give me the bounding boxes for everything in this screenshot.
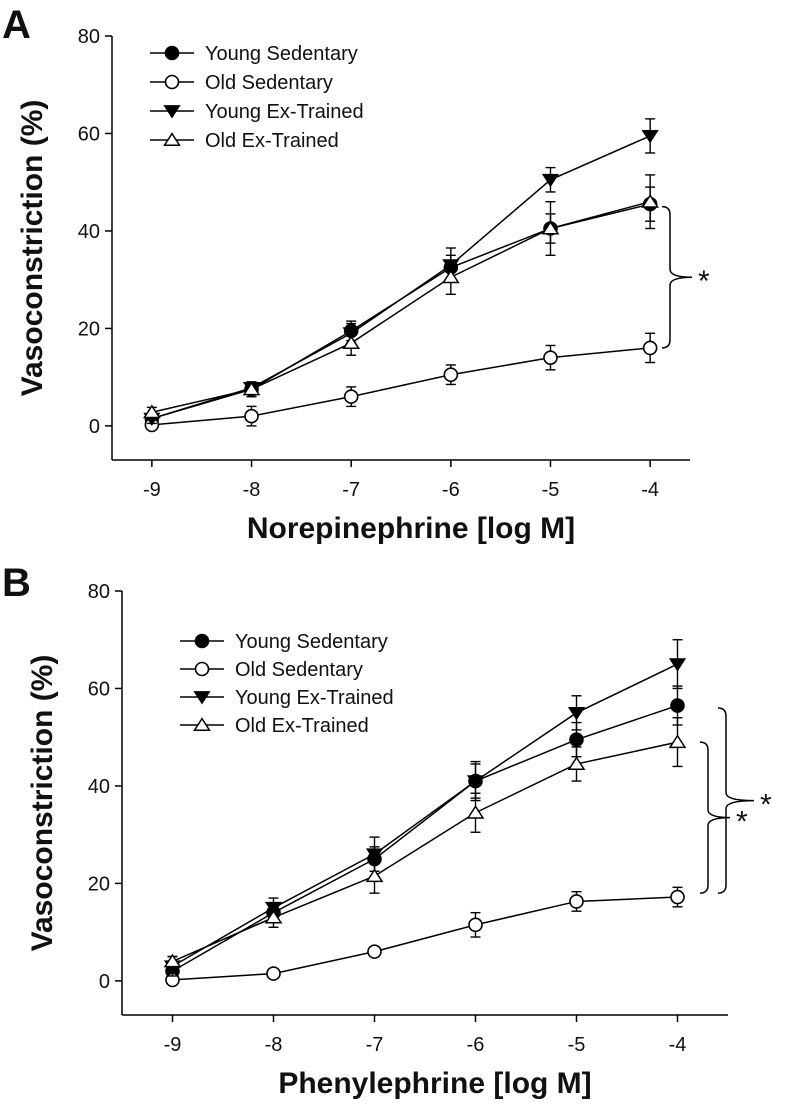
y-tick-label: 60 <box>88 678 110 700</box>
y-tick-label: 80 <box>78 26 100 48</box>
data-point <box>567 756 586 771</box>
y-tick-label: 0 <box>89 416 100 438</box>
legend-label: Young Sedentary <box>205 43 358 65</box>
y-tick-label: 0 <box>99 971 110 993</box>
series-line <box>172 741 678 963</box>
y-axis-title: Vasoconstriction (%) <box>26 655 59 952</box>
legend-label: Old Sedentary <box>205 72 333 94</box>
legend-label: Young Ex-Trained <box>235 687 394 709</box>
data-point <box>641 193 660 208</box>
series-line <box>151 347 651 426</box>
y-tick-label: 20 <box>78 318 100 340</box>
x-tick-label: -9 <box>164 1034 182 1056</box>
data-point <box>365 868 384 883</box>
data-point <box>266 966 281 981</box>
data-point <box>242 381 261 396</box>
legend-marker <box>164 74 180 90</box>
legend-marker <box>194 633 210 649</box>
data-point <box>441 269 460 284</box>
legend-label: Old Ex-Trained <box>235 715 369 737</box>
panel-label: A <box>2 3 31 47</box>
series-young-ex-trained <box>143 118 659 427</box>
data-point <box>343 389 359 404</box>
x-tick-label: -4 <box>641 479 659 501</box>
legend: Young Sedentary Old Sedentary Young Ex-Tra… <box>150 43 364 152</box>
legend-label: Old Ex-Trained <box>205 130 339 152</box>
data-point <box>641 130 659 144</box>
data-point <box>342 335 361 350</box>
data-point <box>468 917 483 933</box>
data-point <box>244 408 259 424</box>
x-tick-label: -4 <box>669 1034 687 1056</box>
data-point <box>670 889 685 905</box>
x-tick-label: -5 <box>568 1034 586 1056</box>
series-old-sedentary <box>165 886 685 988</box>
y-tick-label: 20 <box>88 873 110 895</box>
legend-label: Young Ex-Trained <box>205 101 364 123</box>
data-point <box>466 775 485 789</box>
legend-label: Old Sedentary <box>235 659 363 681</box>
significance-bracket <box>717 707 755 894</box>
significance-star: * <box>760 789 772 822</box>
data-point <box>443 367 459 383</box>
panel-b: B 0 20 40 60 80 -9 -8 -7 -6 -5 -4 Vasoconstriction (… <box>2 561 772 1100</box>
data-point <box>365 848 384 862</box>
data-point <box>264 909 283 924</box>
legend-marker <box>163 105 181 119</box>
y-tick-label: 40 <box>78 221 100 243</box>
data-point <box>668 658 687 672</box>
x-tick-label: -6 <box>467 1034 485 1056</box>
legend-marker <box>193 691 211 705</box>
legend-marker <box>193 717 211 731</box>
series-line <box>151 200 651 413</box>
panel-label: B <box>2 561 31 605</box>
x-axis-title: Phenylephrine [log M] <box>278 1067 591 1100</box>
legend-marker <box>164 45 180 61</box>
legend: Young Sedentary Old Sedentary Young Ex-Tra… <box>180 631 394 737</box>
x-tick-label: -7 <box>342 479 360 501</box>
y-tick-label: 80 <box>88 581 110 603</box>
data-point <box>541 220 560 235</box>
y-tick-label: 40 <box>88 776 110 798</box>
significance-bracket <box>699 741 731 894</box>
data-point <box>668 734 687 749</box>
data-point <box>569 894 584 909</box>
data-point <box>541 173 560 188</box>
data-point <box>163 953 182 968</box>
data-point <box>543 350 558 365</box>
data-point <box>142 404 161 419</box>
series-old-ex-trained <box>142 174 660 419</box>
series-young-sedentary <box>144 186 658 426</box>
series-line <box>172 896 678 981</box>
x-tick-label: -8 <box>265 1034 283 1056</box>
data-point <box>567 706 586 721</box>
x-tick-label: -8 <box>243 479 261 501</box>
significance-star: * <box>698 265 710 298</box>
series-line <box>172 663 678 967</box>
legend-label: Young Sedentary <box>235 631 388 653</box>
x-axis-title: Norepinephrine [log M] <box>247 512 575 545</box>
y-tick-label: 60 <box>78 123 100 145</box>
series-old-sedentary <box>144 332 658 433</box>
series-line <box>172 704 678 972</box>
significance-star: * <box>736 806 748 839</box>
series-old-ex-trained <box>163 717 687 968</box>
data-point <box>670 698 685 713</box>
panel-a: A 0 20 40 60 80 -9 -8 -7 -6 -5 -4 Vasoconstriction (… <box>2 3 710 545</box>
data-point <box>569 732 584 747</box>
x-tick-label: -9 <box>143 479 161 501</box>
x-tick-label: -6 <box>442 479 460 501</box>
significance-bracket <box>661 205 693 349</box>
y-axis-title: Vasoconstriction (%) <box>16 100 49 397</box>
data-point <box>642 340 658 356</box>
x-tick-label: -5 <box>542 479 560 501</box>
data-point <box>367 944 382 959</box>
series-line <box>151 135 651 420</box>
data-point <box>466 804 485 819</box>
legend-marker <box>194 661 210 677</box>
x-tick-label: -7 <box>366 1034 384 1056</box>
legend-marker <box>163 132 181 146</box>
